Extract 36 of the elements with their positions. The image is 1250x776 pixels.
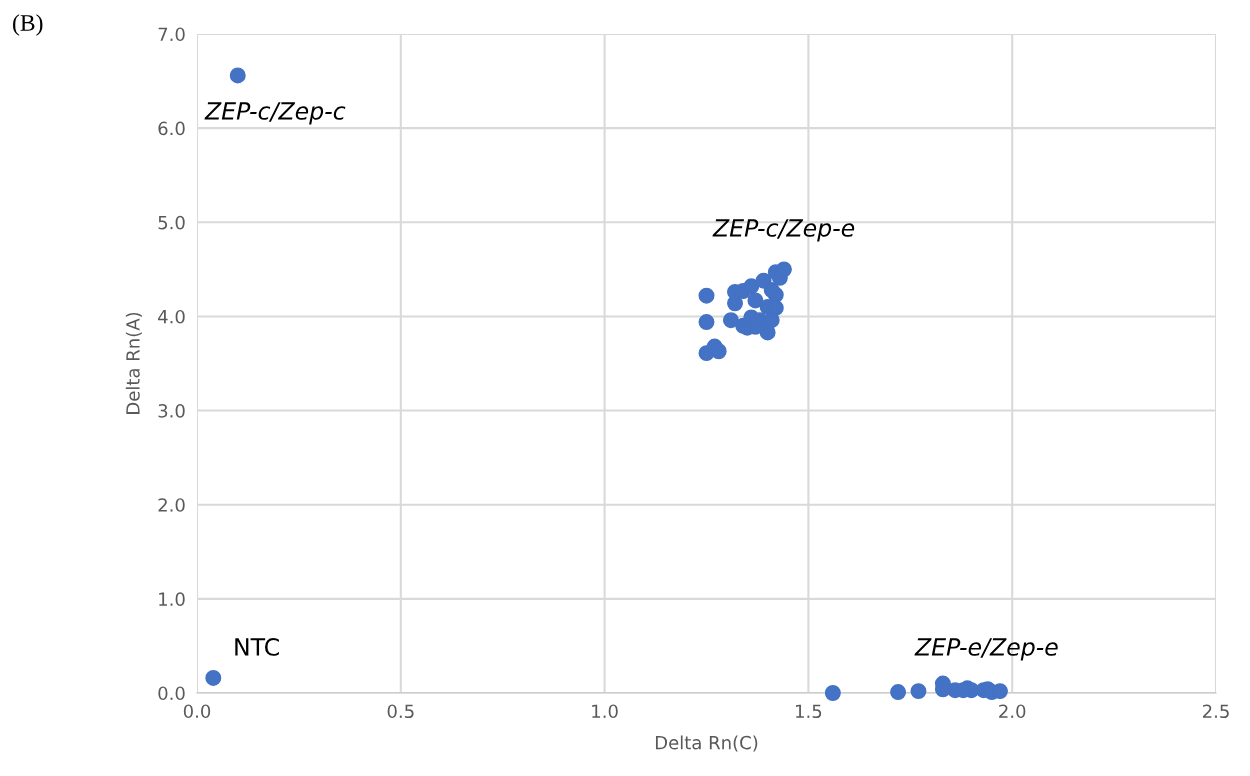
- y-tick-label: 4.0: [158, 309, 185, 324]
- annotation: ZEP-c/Zep-c: [204, 102, 346, 125]
- x-tick-label: 2.0: [999, 704, 1026, 719]
- y-tick-label: 6.0: [158, 121, 185, 136]
- point: [747, 292, 764, 309]
- x-tick-label: 0.0: [183, 704, 211, 719]
- y-tick-label: 1.0: [159, 592, 185, 606]
- point: [229, 67, 246, 84]
- annotation: ZEP-c/Zep-e: [712, 219, 855, 242]
- point: [743, 278, 760, 295]
- point: [763, 312, 780, 329]
- x-tick-label: 0.5: [387, 704, 414, 719]
- y-tick-label: 2.0: [158, 498, 185, 512]
- point: [824, 685, 841, 701]
- y-tick-label: 3.0: [158, 404, 185, 418]
- annotation: NTC: [235, 637, 279, 656]
- x-tick-label: 1.0: [592, 704, 618, 719]
- point: [767, 286, 784, 303]
- point: [759, 324, 776, 341]
- y-tick-label: 5.0: [158, 215, 185, 230]
- point: [205, 669, 222, 686]
- y-tick-label: 7.0: [158, 27, 185, 42]
- point: [727, 295, 744, 312]
- y-axis-title: Delta Rn(A): [125, 312, 142, 414]
- point: [910, 683, 927, 700]
- point: [890, 684, 907, 701]
- x-axis-title: Delta Rn(C): [655, 735, 758, 752]
- x-tick-label: 1.5: [796, 704, 822, 719]
- point: [698, 314, 715, 331]
- annotation: ZEP-e/Zep-e: [914, 638, 1058, 661]
- text: (B): [13, 14, 43, 36]
- point: [722, 312, 739, 329]
- point: [698, 287, 715, 304]
- x-tick-label: 2.5: [1202, 704, 1229, 719]
- point: [775, 261, 792, 278]
- y-tick-label: 0.0: [158, 686, 185, 701]
